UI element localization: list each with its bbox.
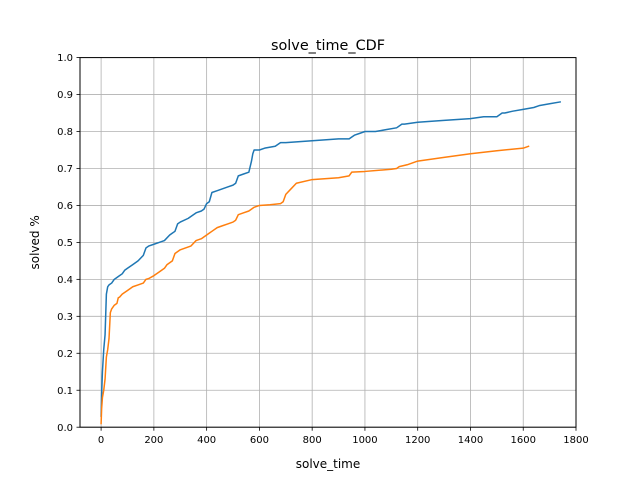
y-tick-label: 0.6 [57,201,73,212]
axis-ticks: 0 200 400 600 800 1000 1200 1400 1600 1800 0.0 0.1 0… [57,53,589,446]
chart-title: solve_time_CDF [271,38,385,54]
y-tick-label: 0.0 [57,423,73,434]
x-tick-label: 1400 [458,435,483,446]
y-tick-label: 0.3 [57,312,73,323]
y-tick-label: 0.2 [57,349,73,360]
y-tick-label: 0.7 [57,164,73,175]
y-tick-label: 0.5 [57,238,73,249]
series-line-1 [100,101,562,417]
x-tick-label: 1800 [563,435,588,446]
x-tick-label: 200 [144,435,163,446]
series-layer [100,101,562,425]
x-tick-label: 1200 [405,435,430,446]
y-tick-label: 0.9 [57,90,73,101]
y-axis-label: solved % [28,215,42,269]
y-tick-label: 1.0 [57,53,73,64]
x-tick-label: 1600 [511,435,536,446]
x-tick-label: 1000 [352,435,377,446]
x-tick-label: 400 [197,435,216,446]
x-tick-label: 0 [98,435,104,446]
x-tick-label: 800 [303,435,322,446]
y-tick-label: 0.1 [57,386,73,397]
y-tick-label: 0.4 [57,275,73,286]
x-axis-label: solve_time [296,457,361,471]
x-tick-label: 600 [250,435,269,446]
series-line-2 [100,145,530,425]
y-tick-label: 0.8 [57,127,73,138]
